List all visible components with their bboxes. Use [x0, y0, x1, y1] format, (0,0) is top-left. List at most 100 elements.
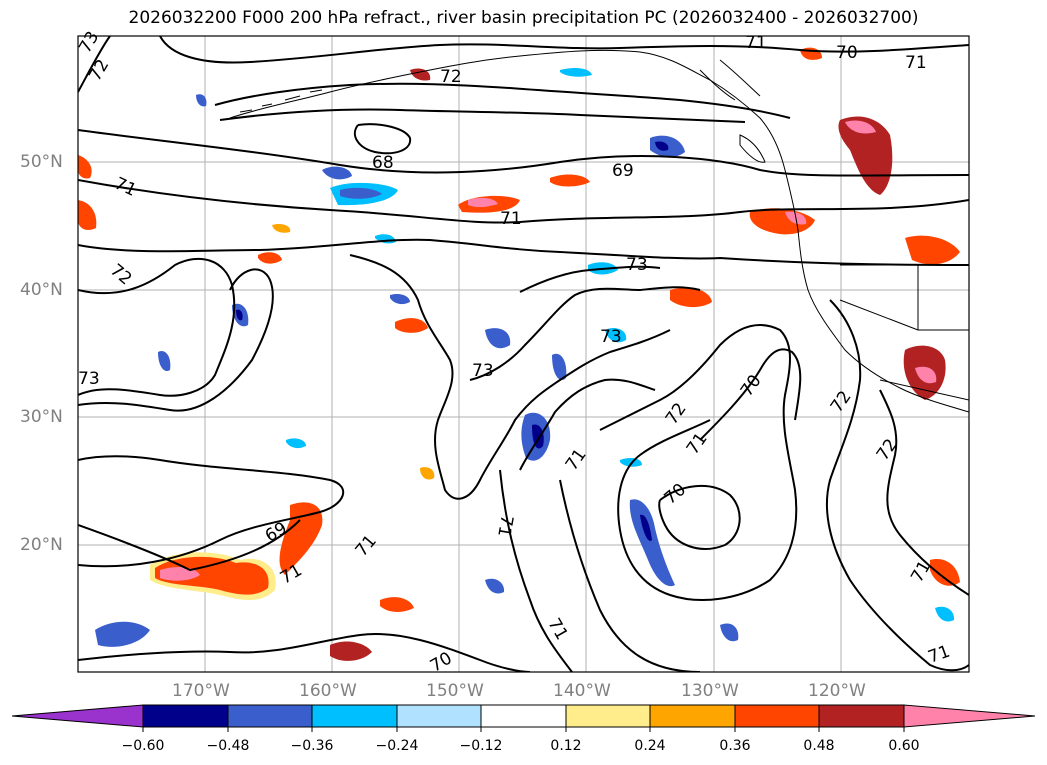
precip-patch: [340, 187, 382, 199]
precip-patch: [845, 120, 876, 134]
contour-label: 72: [106, 260, 135, 289]
colorbar-segment: [565, 704, 651, 728]
contour-line: [519, 378, 656, 471]
colorbar: [11, 704, 1036, 732]
contour-label: 69: [612, 161, 634, 181]
lat-label-50n: 50°N: [20, 152, 63, 172]
vancouver-island: [739, 134, 766, 163]
contour-label: 71: [111, 174, 139, 201]
contour-label: 70: [836, 43, 858, 63]
graticule: [78, 36, 969, 672]
contour-label: 71: [493, 514, 516, 539]
colorbar-segment: [227, 704, 313, 728]
colorbar-tick-label: 0.24: [634, 738, 666, 754]
precip-patch: [560, 67, 592, 77]
contour-label: 72: [873, 435, 902, 464]
contour-line: [559, 479, 701, 672]
contour-label: 71: [352, 531, 381, 560]
precip-patch: [605, 328, 627, 343]
colorbar-tick-label: −0.24: [375, 738, 419, 754]
precip-patch: [236, 309, 243, 321]
contour-line: [353, 123, 412, 155]
precip-patch: [380, 597, 414, 612]
map-frame: [77, 35, 970, 673]
contour-line: [519, 265, 661, 293]
colorbar-ticks: [142, 727, 905, 732]
contour-line: [78, 633, 531, 672]
state-border: [800, 174, 969, 401]
colorbar-tick-label: 0.12: [550, 738, 582, 754]
precip-patch: [640, 514, 652, 541]
contour-label: 71: [905, 53, 927, 73]
lat-label-30n: 30°N: [20, 407, 63, 427]
colorbar-segment: [480, 704, 567, 728]
contour-line: [78, 268, 274, 412]
contour-line: [159, 36, 969, 64]
coast-detail: [699, 59, 761, 101]
precip-patch: [95, 621, 150, 647]
precip-patch: [915, 366, 937, 384]
contour-label: 71: [500, 209, 522, 229]
contour-label: 73: [78, 369, 100, 389]
contour-label: 72: [662, 399, 691, 428]
contour-label: 73: [626, 255, 648, 275]
contour-line: [78, 179, 969, 224]
precip-patch: [905, 235, 960, 265]
contour-line: [499, 469, 573, 672]
precip-patch: [286, 438, 306, 449]
contour-line: [78, 257, 236, 397]
contour-line: [78, 129, 969, 177]
contour-line: [879, 389, 969, 596]
island-chain: [239, 89, 323, 113]
precip-patch: [395, 318, 428, 333]
precip-patch: [272, 223, 291, 233]
colorbar-tick-label: −0.12: [459, 738, 503, 754]
colorbar-segment: [734, 704, 820, 728]
contour-line: [78, 238, 969, 266]
precip-patch: [485, 578, 505, 594]
refractivity-contours: [78, 36, 969, 672]
contour-line: [214, 82, 791, 119]
colorbar-segment: [649, 704, 736, 728]
colorbar-segment: [396, 704, 482, 728]
lon-label-130w: 130°W: [681, 681, 739, 701]
contour-line: [78, 455, 345, 568]
precip-patch: [935, 606, 955, 622]
colorbar-tick-label: 0.60: [888, 738, 920, 754]
precip-patch: [78, 155, 92, 179]
colorbar-tick-label: −0.60: [121, 738, 165, 754]
contour-label: 72: [827, 387, 856, 416]
contour-line: [219, 108, 746, 123]
precip-patch: [158, 350, 171, 372]
precip-patch: [930, 559, 960, 586]
colorbar-extend-high: [903, 704, 1036, 728]
contour-line: [78, 519, 301, 572]
colorbar-extend-low: [11, 704, 144, 728]
contour-line: [825, 299, 969, 672]
contour-line: [469, 286, 701, 381]
contour-line: [78, 36, 111, 93]
colorbar-tick-label: 0.48: [803, 738, 835, 754]
precip-patch: [258, 252, 282, 264]
precip-patch: [655, 141, 669, 151]
contour-label: 70: [661, 480, 690, 509]
colorbar-segment: [142, 704, 229, 728]
lon-label-120w: 120°W: [808, 681, 866, 701]
lon-label-150w: 150°W: [426, 681, 484, 701]
lon-label-140w: 140°W: [553, 681, 611, 701]
contour-label: 73: [600, 327, 622, 347]
lon-label-160w: 160°W: [299, 681, 357, 701]
colorbar-segment: [818, 704, 905, 728]
precip-patch: [196, 94, 207, 107]
precip-patch: [670, 287, 712, 308]
precip-patch: [552, 353, 567, 380]
precip-patch: [485, 328, 511, 349]
map-title: 2026032200 F000 200 hPa refract., river …: [128, 8, 919, 28]
coastlines: [229, 49, 969, 413]
contour-label: 72: [440, 67, 462, 87]
contour-label: 72: [85, 56, 113, 85]
colorbar-segment: [311, 704, 398, 728]
precip-patch: [279, 502, 323, 575]
contour-line: [349, 254, 671, 500]
